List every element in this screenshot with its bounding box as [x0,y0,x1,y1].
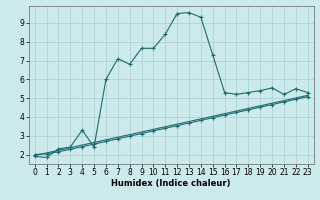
X-axis label: Humidex (Indice chaleur): Humidex (Indice chaleur) [111,179,231,188]
